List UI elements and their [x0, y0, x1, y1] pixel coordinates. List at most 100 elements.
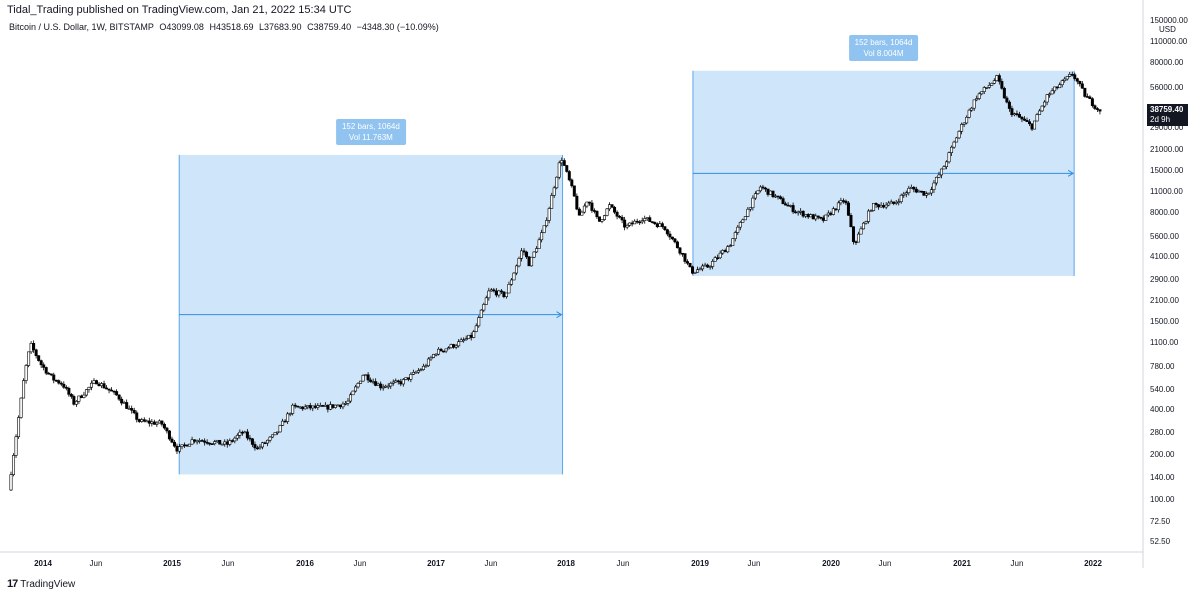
- price-axis: 150000.00 110000.00 80000.00 56000.00 29000.…: [1150, 16, 1188, 546]
- candle: [444, 348, 448, 354]
- candle: [570, 178, 574, 188]
- candle: [64, 385, 68, 391]
- candle: [904, 190, 908, 198]
- candle: [188, 443, 192, 447]
- candle: [733, 230, 737, 242]
- candle: [640, 217, 644, 225]
- time-tick-label: 2019: [691, 559, 709, 568]
- candle: [701, 263, 705, 272]
- footer-brand: TradingView: [20, 578, 76, 590]
- candle: [1078, 80, 1082, 87]
- candle: [869, 209, 873, 212]
- price-tick-label: 2900.00: [1150, 275, 1179, 284]
- candle: [665, 228, 669, 237]
- open-value: O43099.08: [159, 22, 204, 32]
- candle: [1025, 117, 1029, 122]
- candle: [102, 380, 106, 389]
- candle: [346, 397, 350, 406]
- candle: [545, 217, 549, 228]
- candle: [152, 419, 156, 425]
- candle: [127, 405, 131, 410]
- candle: [595, 210, 599, 220]
- measure-layer: [178, 70, 1075, 475]
- candle: [157, 419, 161, 424]
- candle: [950, 145, 954, 156]
- price-tick-label: 29000.00: [1150, 123, 1184, 132]
- candle: [781, 196, 785, 205]
- candle: [851, 226, 855, 245]
- candle: [562, 158, 566, 167]
- candle: [758, 185, 762, 193]
- candle: [575, 193, 579, 211]
- candle: [22, 378, 26, 399]
- candle: [32, 340, 36, 353]
- time-tick-label: Jun: [617, 559, 630, 568]
- candle: [1043, 100, 1047, 108]
- candle: [517, 256, 521, 268]
- candle: [864, 220, 868, 225]
- candle: [628, 222, 632, 227]
- high-value: H43518.69: [209, 22, 254, 32]
- candle: [1075, 77, 1079, 85]
- candle: [369, 377, 373, 383]
- candle: [145, 419, 149, 423]
- candle: [625, 223, 629, 230]
- candle: [751, 195, 755, 211]
- candle: [924, 191, 928, 199]
- price-unit-label: USD: [1159, 25, 1176, 34]
- candle: [1048, 92, 1052, 98]
- candle: [97, 381, 101, 387]
- candle: [150, 419, 154, 427]
- candle: [122, 400, 126, 404]
- candle: [736, 224, 740, 236]
- candle: [542, 225, 546, 234]
- time-tick-label: 2017: [427, 559, 445, 568]
- candle: [421, 363, 425, 371]
- candle: [233, 436, 237, 444]
- candle: [791, 202, 795, 214]
- candle: [748, 207, 752, 212]
- candle: [1093, 104, 1097, 110]
- candle: [170, 436, 174, 444]
- candle: [17, 415, 21, 439]
- candle: [945, 160, 949, 170]
- time-tick-label: Jun: [354, 559, 367, 568]
- candle: [185, 444, 189, 447]
- candle: [429, 355, 433, 362]
- candle: [929, 186, 933, 196]
- candle: [585, 201, 589, 209]
- candle: [655, 222, 659, 229]
- candle: [238, 429, 242, 439]
- price-tick-label: 1100.00: [1150, 338, 1179, 347]
- candle: [816, 215, 820, 220]
- candle: [922, 191, 926, 196]
- candle: [172, 440, 176, 448]
- candle: [912, 185, 916, 193]
- candle: [623, 216, 627, 231]
- candle: [266, 439, 270, 447]
- candle: [768, 190, 772, 195]
- candle: [982, 86, 986, 95]
- candle: [987, 82, 991, 89]
- candle: [95, 379, 99, 385]
- candle: [67, 386, 71, 397]
- candle: [484, 295, 488, 305]
- time-tick-label: Jun: [879, 559, 892, 568]
- last-price-tag: 38759.40 2d 9h: [1147, 104, 1188, 126]
- candle: [431, 353, 435, 359]
- candle: [24, 363, 28, 384]
- candle: [140, 417, 144, 423]
- candle: [92, 378, 96, 385]
- symbol-title[interactable]: Bitcoin / U.S. Dollar, 1W, BITSTAMP: [9, 22, 154, 32]
- candle: [203, 438, 207, 446]
- candle: [992, 78, 996, 85]
- candle: [147, 417, 151, 427]
- candle: [462, 337, 466, 343]
- candle: [293, 402, 297, 409]
- candle: [193, 439, 197, 444]
- price-tick-label: 72.50: [1150, 517, 1171, 526]
- price-tick-label: 780.00: [1150, 362, 1175, 371]
- candle: [597, 216, 601, 222]
- candle: [763, 186, 767, 192]
